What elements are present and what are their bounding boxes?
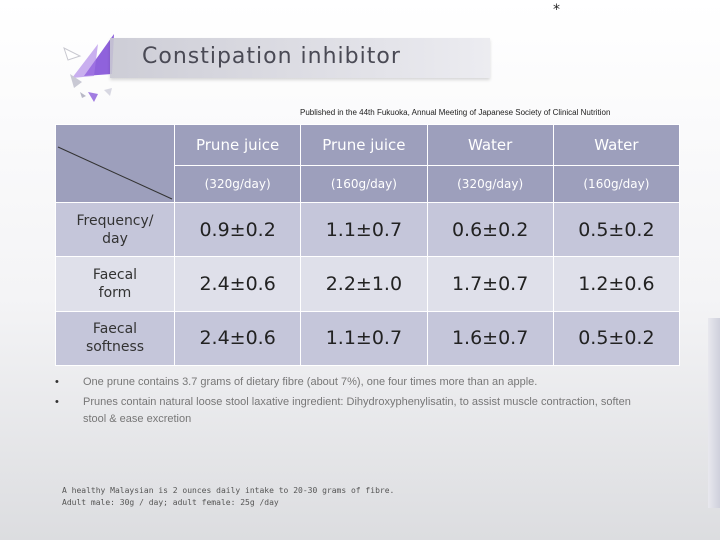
table-cell: 1.7±0.7 [426,256,554,312]
diagonal-line-icon [57,146,173,200]
decorative-triangles-icon [63,34,114,102]
table-row: Faecal form 2.4±0.6 2.2±1.0 1.7±0.7 1.2±… [55,256,681,312]
row-label-line: Frequency/ [76,212,154,229]
table-cell: 1.6±0.7 [426,310,554,367]
row-label: Frequency/ day [55,201,175,258]
bullet-marker: • [55,376,59,388]
list-item: • Prunes contain natural loose stool lax… [55,394,655,428]
row-label-line: form [98,284,132,301]
list-item: • One prune contains 3.7 grams of dietar… [55,374,655,391]
table-cell: 2.4±0.6 [173,310,302,367]
column-header-name: Water [426,124,554,166]
row-label-line: softness [85,339,145,356]
table-cell: 1.1±0.7 [300,201,428,258]
asterisk-mark: * [553,2,560,18]
column-header-unit: (320g/day) [426,165,554,203]
table-cell: 0.9±0.2 [173,201,302,258]
table-cell: 0.6±0.2 [426,201,554,258]
column-header-unit: (160g/day) [300,165,428,203]
table-cell: 1.1±0.7 [300,310,428,367]
column-header-name: Prune juice [300,124,428,166]
bullet-marker: • [55,396,59,408]
results-table: Prune juice Prune juice Water Water (320… [55,124,681,367]
side-decoration [708,318,720,508]
bullet-text: Prunes contain natural loose stool laxat… [83,396,631,425]
footnote-line: Adult male: 30g / day; adult female: 25g… [62,498,279,507]
table-row: Faecal softness 2.4±0.6 1.1±0.7 1.6±0.7 … [55,310,681,367]
table-cell: 0.5±0.2 [552,201,681,258]
table-cell: 2.4±0.6 [173,256,302,312]
title-banner [110,38,490,78]
bullet-text: One prune contains 3.7 grams of dietary … [83,376,538,388]
slide-title: Constipation inhibitor [142,44,401,69]
row-label-line: Faecal [92,321,138,338]
column-header-unit: (160g/day) [552,165,681,203]
published-note: Published in the 44th Fukuoka, Annual Me… [300,108,611,117]
table-row: Frequency/ day 0.9±0.2 1.1±0.7 0.6±0.2 0… [55,201,681,258]
row-label-line: Faecal [92,266,138,283]
footnote: A healthy Malaysian is 2 ounces daily in… [62,485,582,509]
column-header-unit: (320g/day) [173,165,302,203]
footnote-line: A healthy Malaysian is 2 ounces daily in… [62,486,395,495]
column-header-name: Water [552,124,681,166]
row-label: Faecal softness [55,310,175,367]
row-label-line: day [102,230,128,247]
bullet-list: • One prune contains 3.7 grams of dietar… [55,374,655,431]
column-header-name: Prune juice [173,124,302,166]
row-label: Faecal form [55,256,175,312]
table-cell: 1.2±0.6 [552,256,681,312]
table-cell: 2.2±1.0 [300,256,428,312]
table-cell: 0.5±0.2 [552,310,681,367]
table-corner-cell [55,124,175,203]
